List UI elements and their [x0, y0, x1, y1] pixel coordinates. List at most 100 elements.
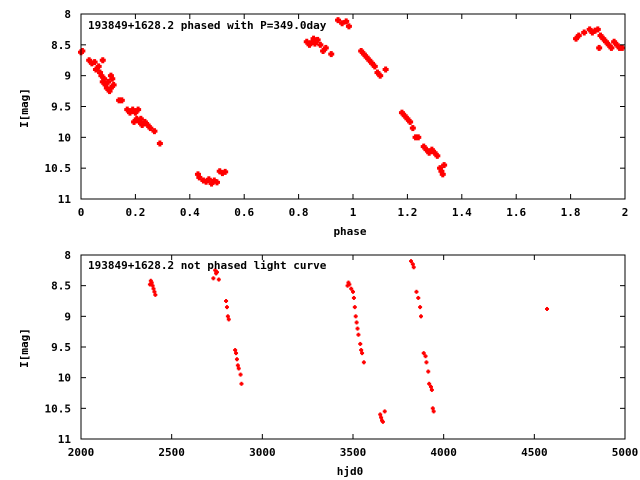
data-point [421, 351, 426, 356]
data-point [427, 381, 432, 386]
y-tick-label: 8.5 [51, 39, 71, 52]
data-point [309, 38, 316, 45]
data-point [378, 412, 383, 417]
data-point [415, 134, 422, 141]
y-tick-label: 8.5 [51, 280, 71, 293]
y-tick-label: 10 [58, 131, 71, 144]
data-point [366, 57, 373, 64]
data-point [428, 146, 435, 153]
data-point [363, 54, 370, 61]
phased-x-axis-label: phase [333, 225, 366, 238]
data-point [594, 26, 601, 33]
y-tick-label: 10 [58, 372, 71, 385]
data-point [311, 40, 318, 47]
data-point [101, 75, 108, 82]
data-point [79, 48, 86, 54]
data-point [306, 41, 313, 48]
data-point [103, 85, 110, 91]
data-point [226, 317, 231, 322]
data-point [438, 168, 445, 175]
y-tick-label: 8 [64, 249, 71, 262]
x-tick-label: 4500 [521, 446, 548, 459]
data-point [407, 118, 414, 125]
data-point [404, 115, 411, 122]
data-point [619, 44, 626, 51]
data-point [354, 320, 359, 325]
unphased-data-points [147, 259, 550, 424]
x-tick-label: 0.6 [234, 206, 254, 219]
data-point [91, 59, 98, 66]
data-point [317, 41, 324, 48]
data-point [359, 348, 364, 353]
data-point [414, 289, 419, 294]
unphased-plot-frame [80, 254, 626, 440]
data-point [424, 360, 429, 365]
data-point [596, 44, 603, 51]
phased-light-curve-chart: 0 0.2 0.4 0.6 0.8 1 1.2 1.4 1.6 1.8 2 8 8.5 9 9.5 10 10.… [18, 8, 628, 238]
data-point [411, 265, 416, 270]
x-tick-label: 4000 [430, 446, 457, 459]
phased-plot-frame [80, 13, 626, 200]
data-point [98, 72, 105, 79]
phased-data-points [78, 17, 626, 187]
data-point [409, 125, 416, 132]
data-point [102, 81, 109, 88]
data-point [234, 351, 239, 356]
data-point [208, 180, 215, 187]
data-point [437, 165, 444, 172]
x-tick-label: 0 [78, 206, 85, 219]
data-point [196, 174, 203, 181]
data-point [335, 17, 342, 24]
data-point [215, 270, 219, 275]
data-point [430, 406, 435, 411]
data-point [339, 20, 346, 27]
data-point [320, 48, 327, 54]
data-point [358, 341, 363, 346]
data-point [426, 369, 431, 374]
data-point [109, 75, 116, 82]
data-point [132, 109, 139, 116]
data-point [345, 23, 352, 30]
unphased-y-axis-label: I[mag] [18, 328, 31, 368]
data-point [156, 140, 163, 147]
data-point [214, 179, 220, 186]
x-tick-label: 1.2 [397, 206, 417, 219]
data-point [126, 109, 133, 116]
data-point [141, 118, 148, 125]
x-tick-label: 0.4 [180, 206, 200, 219]
data-point [129, 106, 136, 113]
data-point [431, 409, 436, 414]
data-point [216, 168, 223, 175]
data-point [613, 41, 620, 48]
unphased-x-axis-label: hjd0 [337, 465, 364, 478]
data-point [236, 366, 241, 371]
x-tick-label: 2 [622, 206, 629, 219]
data-point [573, 35, 580, 42]
data-point [597, 32, 604, 39]
data-point [235, 363, 240, 368]
data-point [137, 115, 144, 122]
y-tick-label: 8 [64, 8, 71, 21]
y-tick-label: 9.5 [51, 101, 71, 114]
data-point [150, 283, 155, 288]
data-point [194, 171, 201, 178]
unphased-axis-ticks: 2000 2500 3000 3500 4000 4500 5000 8 8.5 9 9.5 10 10… [45, 249, 639, 459]
data-point [369, 60, 376, 67]
data-point [353, 314, 358, 319]
data-point [106, 88, 113, 95]
data-point [416, 295, 421, 300]
data-point [131, 118, 138, 125]
data-point [107, 72, 114, 79]
data-point [441, 162, 448, 169]
data-point [356, 332, 361, 337]
data-point [611, 38, 618, 45]
data-point [92, 66, 99, 73]
y-tick-label: 11 [58, 193, 72, 206]
data-point [107, 85, 114, 91]
data-point [575, 32, 582, 39]
data-point [419, 314, 423, 319]
data-point [605, 41, 612, 48]
data-point [360, 51, 367, 58]
data-point [358, 48, 365, 54]
data-point [361, 360, 366, 365]
